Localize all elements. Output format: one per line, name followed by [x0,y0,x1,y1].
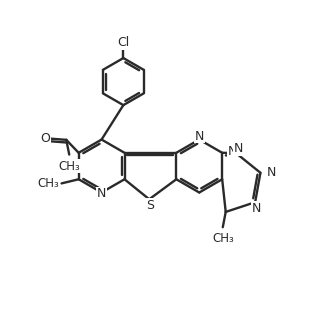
Text: S: S [146,199,154,212]
Text: N: N [251,202,261,214]
Text: N: N [97,188,106,201]
Text: CH₃: CH₃ [37,177,59,190]
Text: N: N [267,166,276,179]
Text: N: N [228,145,237,158]
Text: N: N [234,142,243,155]
Text: CH₃: CH₃ [212,232,234,245]
Text: O: O [40,132,50,145]
Text: CH₃: CH₃ [58,160,80,173]
Text: Cl: Cl [117,36,129,49]
Text: N: N [195,130,204,143]
